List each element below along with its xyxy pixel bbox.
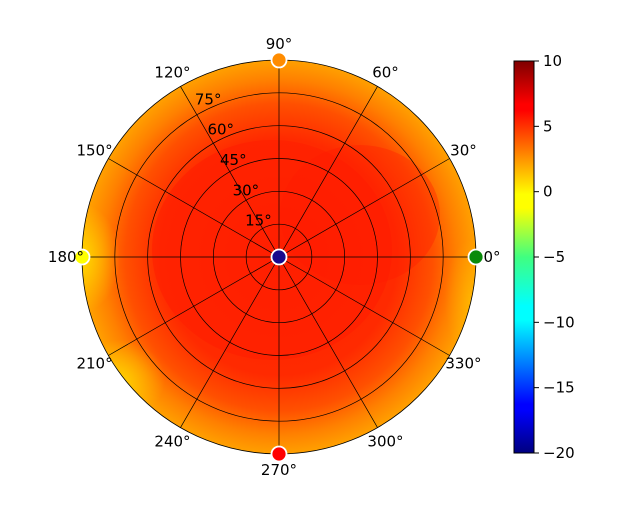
angle-tick-label: 30° [450,142,477,160]
colorbar-tick-label: −10 [543,313,575,331]
heatmap-yellow-left [82,203,120,313]
radial-tick-label: 45° [220,151,247,169]
angle-tick-label: 240° [154,432,190,450]
angle-tick-label: 270° [261,461,297,479]
radial-tick-label: 60° [207,121,234,139]
colorbar-tick-label: 10 [543,52,562,70]
angular-gridline-30 [278,158,450,258]
angular-gridline-210 [108,256,280,356]
colorbar-ticks: 10 5 0 −5 −10 −15 −20 [534,52,575,462]
marker-4 [270,445,288,463]
marker-0 [270,248,288,266]
angle-tick-label: 180° [48,248,84,266]
angle-tick-label: 0° [483,248,500,266]
angular-gridline-60 [278,86,378,258]
radial-tick-label: 30° [233,181,260,199]
radial-tick-label: 75° [195,90,222,108]
heatmap-yellow-east [445,240,476,360]
marker-3 [73,248,91,266]
angle-tick-label: 300° [367,432,403,450]
angle-tick-label: 60° [372,64,399,82]
angle-tick-labels: 0° 30° 60° 90° 120° 150° 180° 210° 240° 270° 300° 3… [48,35,501,479]
colorbar-tick-label: −15 [543,379,575,397]
angle-tick-label: 210° [76,355,112,373]
colorbar: 10 5 0 −5 −10 −15 −20 [513,52,575,462]
colorbar-body [513,60,535,454]
angle-tick-label: 90° [266,35,293,53]
angular-gridline-300 [278,256,378,428]
colorbar-tick-label: −20 [543,444,575,462]
polar-grid [81,59,477,455]
radial-tick-labels: 15° 30° 45° 60° 75° [195,90,272,229]
angle-tick-label: 120° [154,64,190,82]
heatmap-yellow-sw [82,340,165,420]
angular-gridline-240 [180,256,280,428]
angle-tick-label: 330° [445,355,481,373]
marker-1 [467,248,485,266]
colorbar-tick-label: 0 [543,183,553,201]
angular-gridline-150 [108,158,280,258]
colorbar-tick-label: −5 [543,248,565,266]
colorbar-tick-label: 5 [543,117,553,135]
angle-tick-label: 150° [76,142,112,160]
heatmap-lobe [280,145,440,285]
radial-tick-label: 15° [245,212,272,230]
marker-layer [73,51,485,463]
heatmap-core [152,140,392,360]
angular-gridline-120 [180,86,280,258]
angular-gridline-330 [278,256,450,356]
marker-2 [270,51,288,69]
